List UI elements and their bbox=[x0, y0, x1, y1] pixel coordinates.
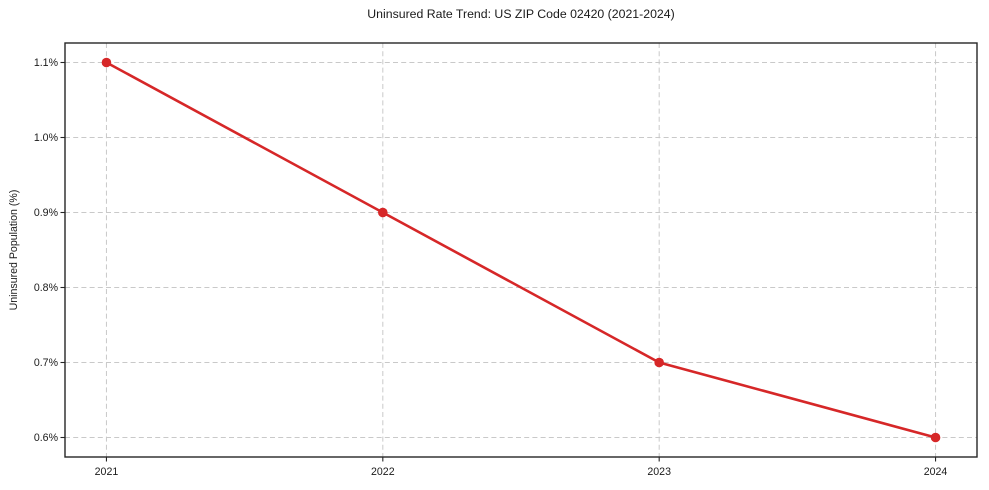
axis-ticks bbox=[60, 61, 937, 462]
y-tick-label: 0.9% bbox=[34, 207, 59, 219]
data-points bbox=[101, 57, 941, 443]
data-point-2022 bbox=[378, 207, 388, 218]
data-point-2023 bbox=[654, 357, 664, 368]
x-tick-label: 2022 bbox=[371, 466, 395, 478]
y-tick-label: 1.1% bbox=[34, 57, 59, 69]
x-tick-label: 2021 bbox=[95, 466, 119, 478]
y-tick-label: 0.6% bbox=[34, 432, 59, 444]
chart-title: Uninsured Rate Trend: US ZIP Code 02420 … bbox=[367, 7, 675, 21]
trend-line bbox=[105, 61, 937, 439]
y-tick-label: 0.8% bbox=[34, 282, 59, 294]
data-point-2024 bbox=[930, 432, 941, 443]
x-tick-label: 2024 bbox=[924, 466, 948, 478]
tick-labels: 0.6% 0.7% 0.8% 0.9% 1.0% 1.1% 2021 2022 2023 2024 bbox=[34, 57, 948, 478]
plot-frame bbox=[64, 42, 978, 458]
data-point-2021 bbox=[101, 57, 112, 68]
y-tick-label: 1.0% bbox=[34, 132, 59, 144]
grid-lines bbox=[65, 43, 977, 457]
x-tick-label: 2023 bbox=[647, 466, 671, 478]
y-tick-label: 0.7% bbox=[34, 357, 59, 369]
